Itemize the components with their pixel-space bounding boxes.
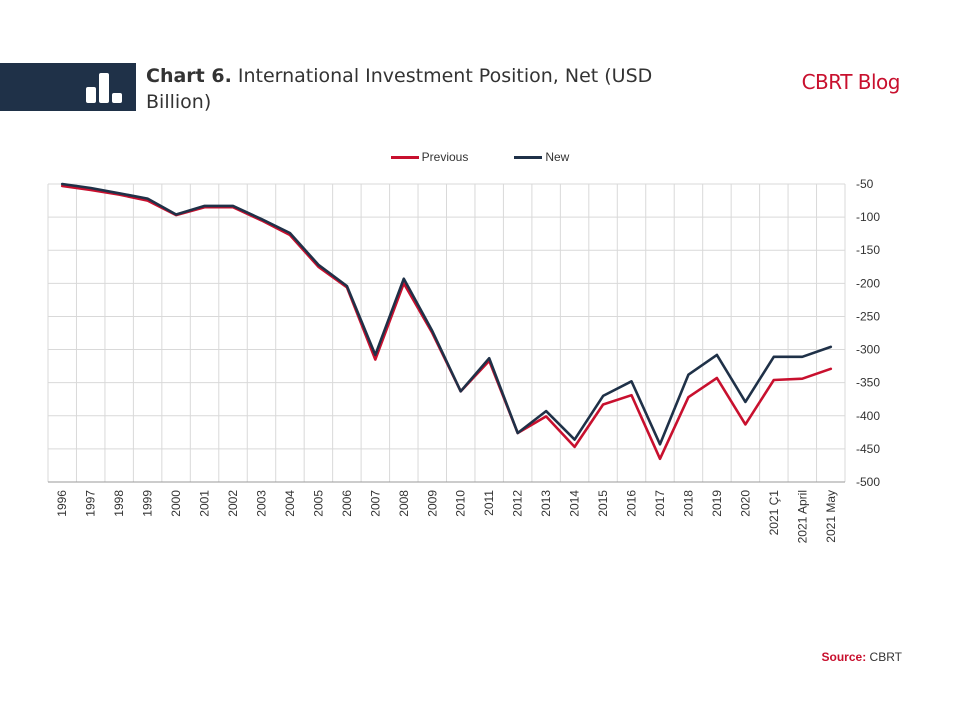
x-tick-label: 2021 April (795, 490, 809, 543)
x-tick-label: 2003 (254, 490, 268, 517)
x-tick-label: 2008 (397, 490, 411, 517)
series-line-new (60, 182, 833, 446)
y-tick-label: -200 (856, 276, 880, 290)
y-tick-label: -400 (856, 409, 880, 423)
source-value: CBRT (869, 650, 902, 664)
y-tick-label: -100 (856, 210, 880, 224)
x-tick-label: 2015 (596, 490, 610, 517)
source-note: Source: CBRT (822, 650, 902, 664)
y-tick-label: -250 (856, 309, 880, 323)
x-tick-label: 2001 (198, 490, 212, 517)
x-tick-label: 2016 (625, 490, 639, 517)
x-tick-label: 2011 (482, 490, 496, 516)
y-tick-label: -150 (856, 243, 880, 257)
legend: Previous New (0, 148, 960, 166)
x-tick-label: 2019 (710, 490, 724, 517)
x-tick-label: 1996 (55, 490, 69, 517)
legend-swatch-previous (390, 155, 419, 159)
y-tick-label: -50 (856, 177, 874, 191)
bar-chart-icon (86, 71, 128, 103)
x-tick-label: 2014 (568, 490, 582, 517)
x-tick-label: 1998 (112, 490, 126, 517)
legend-label-previous: Previous (421, 150, 469, 164)
line-chart: -50 -100 -150 -200 -250 -300 -350 -400 -450 -500 1… (47, 177, 880, 543)
x-tick-label: 2017 (653, 490, 667, 517)
x-tick-label: 2006 (340, 490, 354, 517)
logo-box (0, 63, 136, 111)
y-tick-label: -350 (856, 376, 880, 390)
y-tick-label: -450 (856, 442, 880, 456)
x-tick-label: 2020 (738, 490, 752, 517)
x-tick-label: 1997 (84, 490, 98, 517)
x-tick-label: 2021 Ç1 (767, 490, 781, 536)
x-tick-label: 2007 (368, 490, 382, 517)
x-tick-label: 2013 (539, 490, 553, 517)
y-tick-label: -300 (856, 343, 880, 357)
chart-title-text: International Investment Position, Net (… (146, 65, 653, 113)
x-tick-label: 2002 (226, 490, 240, 517)
x-tick-label: 2004 (283, 490, 297, 517)
x-tick-label: 2005 (311, 490, 325, 517)
legend-swatch-new (514, 155, 543, 159)
x-tick-label: 2021 May (824, 490, 838, 543)
chart-number: Chart 6. (146, 65, 232, 87)
legend-item-previous: Previous (390, 148, 469, 166)
brand-logo: CBRT Blog (801, 70, 901, 94)
x-tick-label: 2009 (425, 490, 439, 517)
source-label: Source: (821, 650, 867, 664)
chart-title: Chart 6. International Investment Positi… (146, 63, 706, 115)
legend-item-new: New (514, 148, 569, 166)
x-tick-label: 2018 (681, 490, 695, 517)
x-tick-label: 1999 (141, 490, 155, 517)
x-tick-label: 2000 (169, 490, 183, 517)
legend-label-new: New (545, 150, 570, 164)
x-tick-label: 2012 (511, 490, 525, 517)
y-tick-label: -500 (856, 475, 880, 489)
x-tick-label: 2010 (454, 490, 468, 517)
